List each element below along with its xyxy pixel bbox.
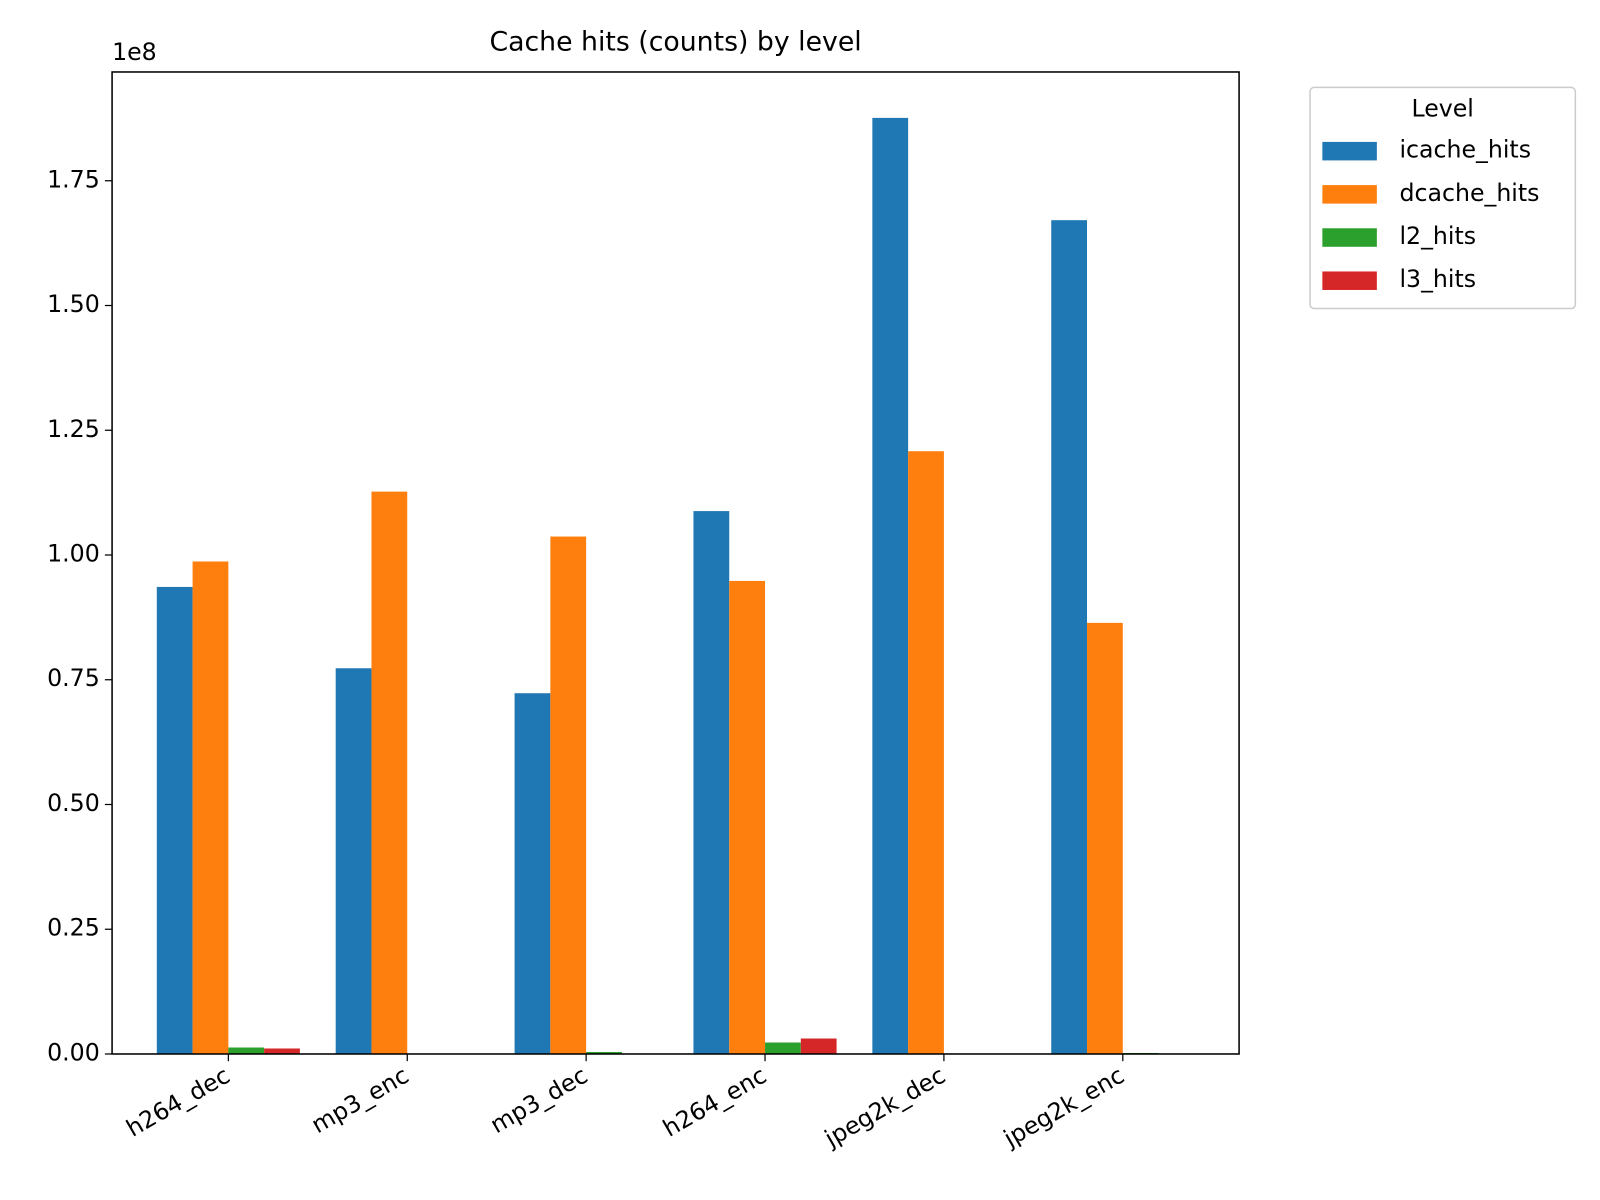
bar <box>693 511 730 1054</box>
legend-label: l2_hits <box>1399 222 1476 250</box>
bar <box>586 1051 622 1054</box>
chart-title: Cache hits (counts) by level <box>489 27 861 58</box>
bar <box>1051 220 1088 1054</box>
bar <box>335 668 372 1054</box>
legend-title: Level <box>1411 95 1473 123</box>
y-tick-label: 0.50 <box>47 789 100 817</box>
y-offset-label: 1e8 <box>112 38 157 66</box>
bar <box>264 1048 300 1054</box>
y-tick-label: 1.25 <box>47 415 100 443</box>
legend-swatch <box>1322 271 1377 290</box>
legend-label: dcache_hits <box>1399 179 1539 207</box>
y-tick-label: 1.00 <box>47 539 100 567</box>
bar <box>765 1042 801 1054</box>
y-tick-label: 0.25 <box>47 914 100 942</box>
bar <box>371 491 408 1054</box>
bar <box>729 580 766 1054</box>
bar <box>228 1047 265 1054</box>
bar <box>514 693 551 1054</box>
legend-label: l3_hits <box>1399 265 1476 293</box>
bar <box>1087 622 1123 1054</box>
bar <box>872 117 909 1054</box>
bar <box>192 561 229 1054</box>
y-tick-label: 1.50 <box>47 290 100 318</box>
bar <box>156 586 193 1054</box>
bar <box>908 451 944 1054</box>
legend-swatch <box>1322 228 1377 247</box>
legend-swatch <box>1322 141 1377 161</box>
bar <box>800 1038 837 1054</box>
y-tick-label: 1.75 <box>47 165 100 193</box>
legend-swatch <box>1322 185 1377 204</box>
y-tick-label: 0.75 <box>47 664 100 692</box>
legend-label: icache_hits <box>1399 136 1531 164</box>
y-tick-label: 0.00 <box>47 1038 100 1066</box>
plot-frame <box>111 71 1240 1055</box>
bar <box>550 536 587 1054</box>
